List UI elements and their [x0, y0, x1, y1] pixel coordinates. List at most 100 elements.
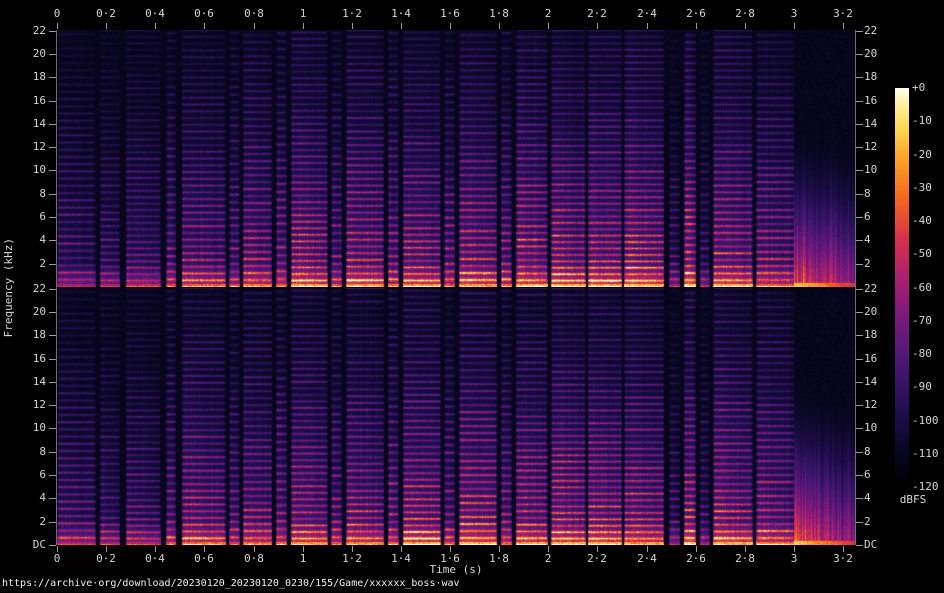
time-tick-mark-top — [843, 23, 844, 29]
dc-tick-mark-left — [49, 545, 56, 546]
freq-tick-label-left: 10 — [32, 421, 46, 434]
time-tick-mark-top — [597, 23, 598, 29]
time-tick-mark-bottom — [597, 546, 598, 552]
freq-tick-mark-left — [49, 54, 56, 55]
db-tick-label: +0 — [912, 81, 926, 94]
time-tick-label-bottom: 0·8 — [244, 552, 264, 565]
freq-tick-mark-right — [856, 452, 863, 453]
freq-tick-label-left: 16 — [32, 352, 46, 365]
time-tick-label-bottom: 0·2 — [96, 552, 116, 565]
freq-tick-label-right: 18 — [864, 70, 878, 83]
freq-tick-mark-left — [49, 240, 56, 241]
time-tick-label-bottom: 3 — [790, 552, 798, 565]
time-tick-label-top: 0 — [53, 7, 61, 20]
freq-tick-label-right: 16 — [864, 94, 878, 107]
time-tick-mark-top — [450, 23, 451, 29]
freq-tick-label-right: 6 — [864, 468, 871, 481]
freq-tick-mark-left — [49, 452, 56, 453]
freq-tick-mark-right — [856, 54, 863, 55]
freq-tick-label-right: 18 — [864, 328, 878, 341]
freq-tick-mark-left — [49, 382, 56, 383]
freq-tick-label-right: 14 — [864, 117, 878, 130]
spectrogram-channel-1 — [57, 30, 855, 287]
freq-tick-mark-left — [49, 359, 56, 360]
time-tick-label-top: 0·4 — [145, 7, 165, 20]
time-tick-mark-top — [745, 23, 746, 29]
time-tick-mark-bottom — [843, 546, 844, 552]
freq-tick-mark-right — [856, 77, 863, 78]
freq-tick-label-left: 8 — [39, 445, 46, 458]
time-tick-mark-bottom — [745, 546, 746, 552]
time-tick-label-bottom: 1·2 — [342, 552, 362, 565]
time-tick-label-bottom: 2·8 — [735, 552, 755, 565]
freq-tick-mark-left — [49, 522, 56, 523]
freq-tick-mark-right — [856, 147, 863, 148]
freq-tick-mark-left — [49, 147, 56, 148]
time-tick-label-top: 2·6 — [686, 7, 706, 20]
time-tick-label-bottom: 3·2 — [833, 552, 853, 565]
freq-tick-label-left: 4 — [39, 233, 46, 246]
time-tick-label-bottom: 2 — [544, 552, 552, 565]
time-axis-title: Time (s) — [429, 563, 483, 576]
freq-tick-mark-left — [49, 428, 56, 429]
time-tick-label-bottom: 0·6 — [194, 552, 214, 565]
freq-tick-mark-right — [856, 359, 863, 360]
freq-tick-mark-right — [856, 170, 863, 171]
time-tick-label-top: 2·8 — [735, 7, 755, 20]
db-tick-label: -60 — [912, 281, 932, 294]
freq-tick-mark-left — [49, 312, 56, 313]
freq-tick-mark-left — [49, 335, 56, 336]
freq-tick-mark-left — [49, 498, 56, 499]
time-tick-label-bottom: 1·8 — [489, 552, 509, 565]
freq-tick-mark-right — [856, 382, 863, 383]
freq-tick-label-right: 16 — [864, 352, 878, 365]
time-tick-label-bottom: 0 — [53, 552, 61, 565]
freq-tick-mark-right — [856, 522, 863, 523]
spectrogram-channel-2 — [57, 288, 855, 545]
time-tick-mark-top — [254, 23, 255, 29]
freq-tick-mark-left — [49, 77, 56, 78]
freq-tick-mark-left — [49, 475, 56, 476]
freq-tick-label-left: 6 — [39, 468, 46, 481]
freq-tick-label-right: 8 — [864, 187, 871, 200]
time-tick-label-top: 3 — [790, 7, 798, 20]
time-tick-mark-top — [106, 23, 107, 29]
db-tick-label: -50 — [912, 247, 932, 260]
time-tick-mark-top — [794, 23, 795, 29]
freq-tick-label-right: 20 — [864, 47, 878, 60]
db-tick-label: -100 — [912, 414, 939, 427]
time-tick-mark-top — [352, 23, 353, 29]
time-tick-mark-top — [499, 23, 500, 29]
time-tick-mark-bottom — [254, 546, 255, 552]
freq-tick-label-right: 22 — [864, 24, 878, 37]
freq-tick-label-right: 6 — [864, 210, 871, 223]
time-tick-label-top: 2·4 — [637, 7, 657, 20]
freq-tick-label-left: 14 — [32, 117, 46, 130]
time-tick-label-bottom: 2·4 — [637, 552, 657, 565]
freq-tick-label-left: 14 — [32, 375, 46, 388]
colorbar-title: dBFS — [899, 493, 927, 506]
time-tick-mark-top — [548, 23, 549, 29]
freq-tick-mark-left — [49, 217, 56, 218]
time-tick-mark-top — [303, 23, 304, 29]
time-tick-label-bottom: 1·6 — [440, 552, 460, 565]
freq-tick-label-right: 8 — [864, 445, 871, 458]
freq-tick-mark-left — [49, 405, 56, 406]
freq-tick-label-left: 10 — [32, 163, 46, 176]
freq-tick-label-left: 22 — [32, 24, 46, 37]
time-tick-label-top: 1·4 — [391, 7, 411, 20]
freq-tick-label-right: 20 — [864, 305, 878, 318]
freq-tick-label-left: 20 — [32, 47, 46, 60]
freq-tick-mark-left — [49, 31, 56, 32]
db-tick-label: -110 — [912, 447, 939, 460]
freq-tick-mark-left — [49, 170, 56, 171]
time-tick-label-bottom: 2·2 — [587, 552, 607, 565]
db-tick-label: -90 — [912, 380, 932, 393]
time-tick-label-top: 1 — [299, 7, 307, 20]
time-tick-mark-top — [401, 23, 402, 29]
freq-tick-mark-left — [49, 264, 56, 265]
freq-tick-mark-left — [49, 194, 56, 195]
freq-tick-label-left: 6 — [39, 210, 46, 223]
freq-tick-label-right: 14 — [864, 375, 878, 388]
